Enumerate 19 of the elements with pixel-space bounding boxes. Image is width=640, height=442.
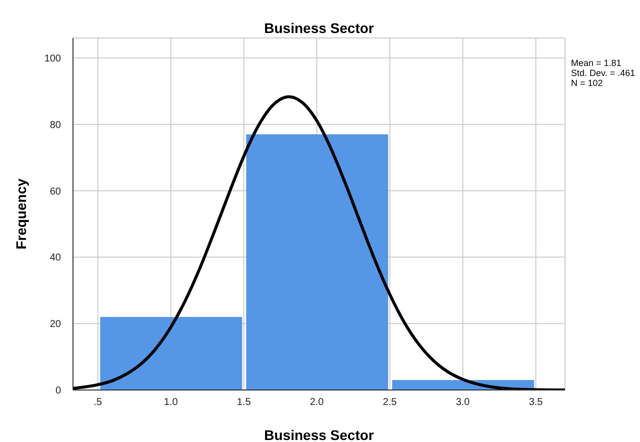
x-tick-label: 3.0: [456, 397, 470, 408]
x-tick-label: 1.5: [236, 397, 252, 408]
y-tick-label: 0: [55, 386, 62, 396]
x-tick-label: 2.5: [382, 397, 398, 408]
x-tick-label: 2.0: [310, 397, 324, 408]
chart-title: Business Sector: [263, 20, 375, 36]
y-axis-title: Frequency: [12, 178, 29, 250]
text: N = 102: [571, 78, 604, 88]
y-tick-label: 40: [50, 252, 62, 264]
y-tick-label: 100: [44, 53, 62, 64]
y-tick-label: 80: [50, 120, 62, 131]
x-tick-label: 1.0: [164, 397, 178, 408]
x-tick-label: .5: [94, 397, 102, 408]
text: Std. Dev. = .461: [571, 68, 636, 78]
text: Mean = 1.81: [571, 58, 622, 68]
x-axis-title: Business Sector: [264, 427, 374, 442]
x-tick-label: 3.5: [528, 397, 544, 408]
y-tick-label: 60: [50, 186, 62, 198]
y-tick-label: 20: [50, 319, 62, 330]
